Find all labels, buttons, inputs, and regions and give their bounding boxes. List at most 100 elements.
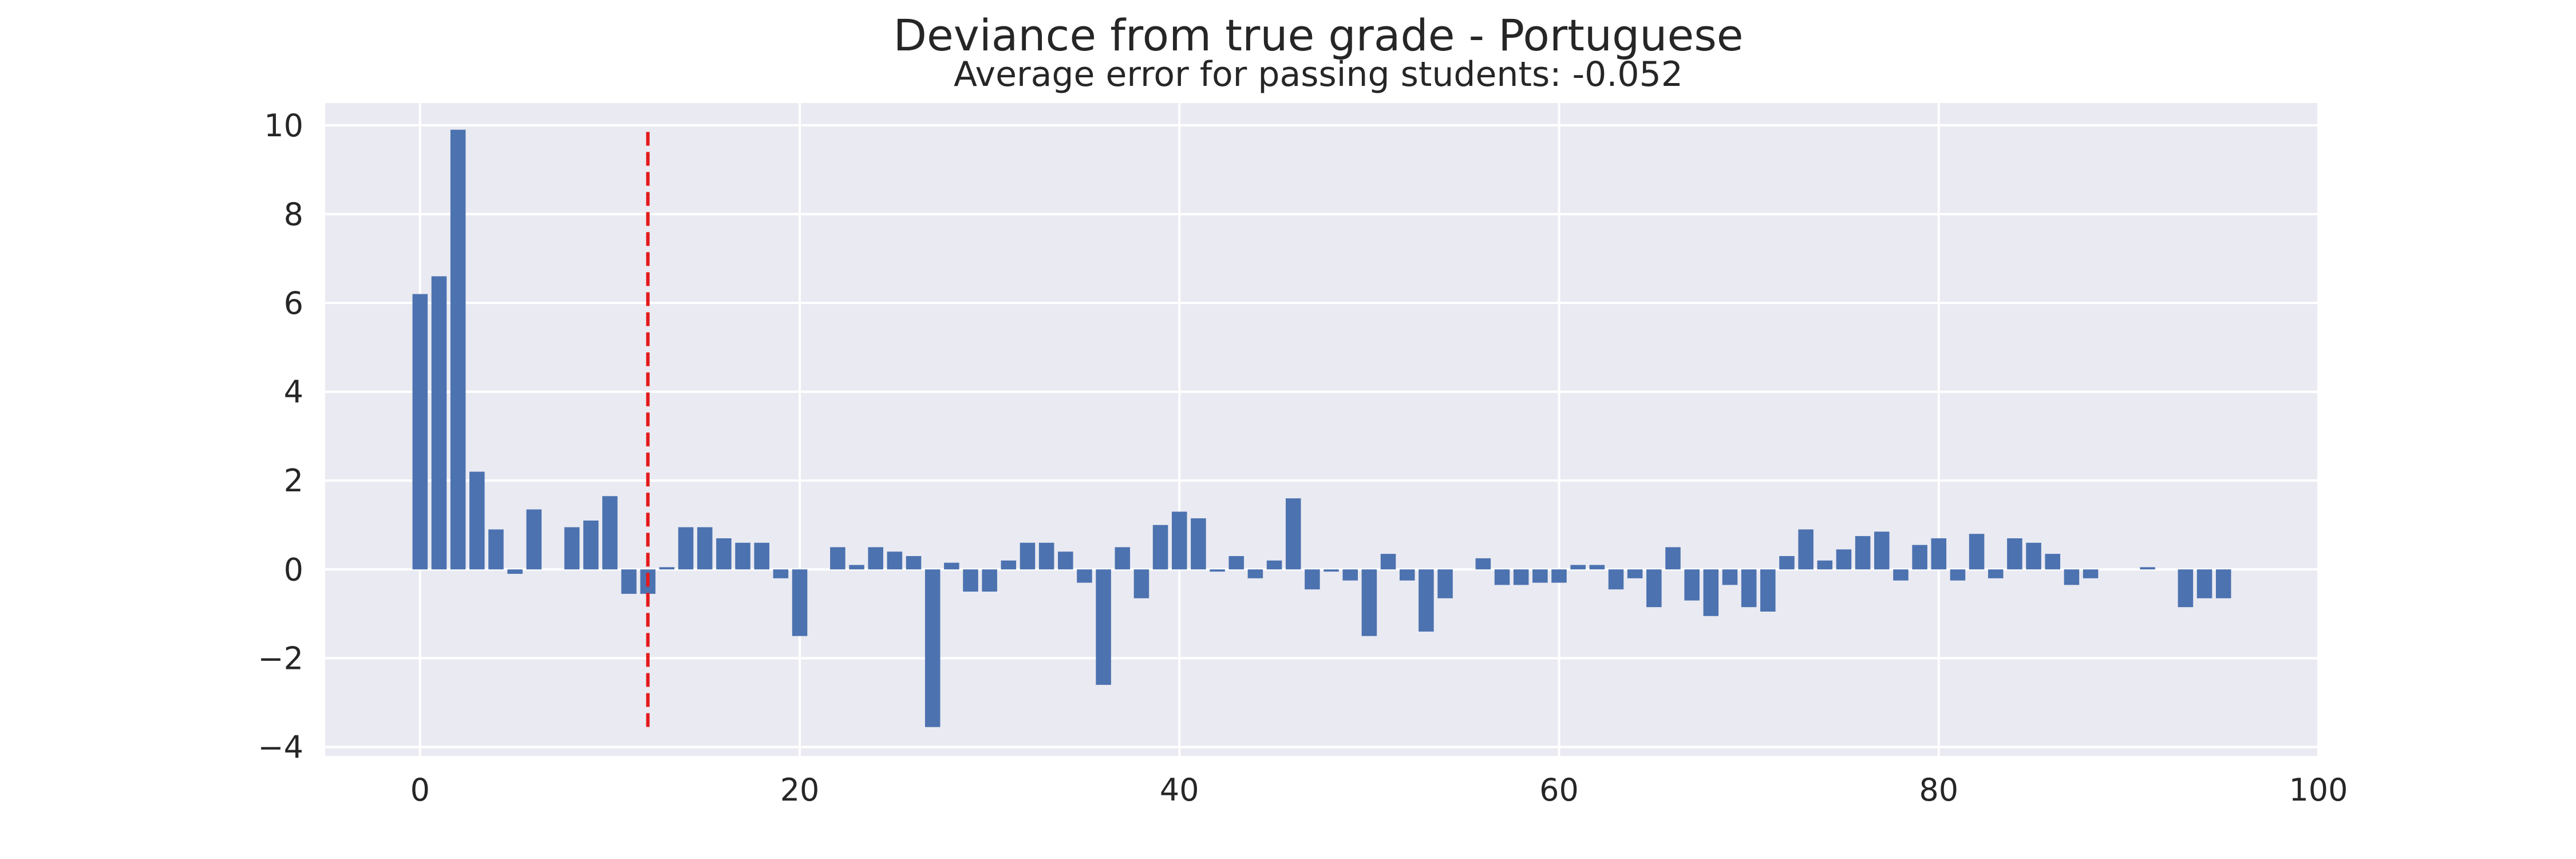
bar bbox=[1172, 511, 1187, 570]
bar bbox=[659, 567, 675, 570]
bar bbox=[431, 276, 447, 570]
bar bbox=[1931, 538, 1947, 570]
bar bbox=[1152, 525, 1168, 570]
x-tick-label: 100 bbox=[2289, 772, 2348, 808]
bar bbox=[1361, 569, 1377, 636]
bar bbox=[1228, 556, 1244, 570]
bar bbox=[868, 547, 883, 570]
bar bbox=[1020, 542, 1036, 570]
bar bbox=[792, 569, 808, 636]
bar bbox=[1437, 569, 1453, 598]
bar bbox=[1836, 549, 1852, 570]
bar bbox=[1096, 569, 1111, 685]
bar bbox=[678, 527, 694, 570]
bar bbox=[1266, 560, 1282, 570]
bar bbox=[1380, 554, 1396, 570]
bar bbox=[1494, 569, 1510, 585]
y-tick-label: 10 bbox=[264, 108, 303, 144]
bar bbox=[1950, 569, 1966, 581]
bar bbox=[1988, 569, 2004, 578]
bar bbox=[1191, 518, 1206, 570]
bar bbox=[1760, 569, 1776, 612]
bar bbox=[887, 551, 903, 570]
bar bbox=[1779, 556, 1795, 570]
bar bbox=[564, 527, 580, 570]
bar bbox=[1570, 565, 1586, 570]
bar bbox=[507, 569, 523, 574]
bar bbox=[1342, 569, 1358, 581]
y-tick-label: −4 bbox=[258, 729, 303, 765]
x-tick-label: 60 bbox=[1539, 772, 1579, 808]
bar bbox=[963, 569, 978, 592]
bar bbox=[621, 569, 637, 594]
bar bbox=[1475, 558, 1491, 570]
bar bbox=[1323, 569, 1339, 572]
bar bbox=[1722, 569, 1738, 585]
bar bbox=[2215, 569, 2231, 598]
grid-layer bbox=[325, 103, 2320, 756]
bar bbox=[1532, 569, 1548, 583]
bar bbox=[1551, 569, 1567, 583]
bar bbox=[697, 527, 713, 570]
bar bbox=[2196, 569, 2212, 598]
x-tick-label: 80 bbox=[1919, 772, 1958, 808]
bar bbox=[2064, 569, 2080, 585]
plot-area bbox=[325, 103, 2318, 756]
x-tick-label: 40 bbox=[1160, 772, 1199, 808]
bar-layer bbox=[412, 129, 2231, 727]
bar bbox=[2178, 569, 2194, 608]
bar bbox=[412, 294, 428, 570]
bar bbox=[450, 129, 466, 570]
bar bbox=[1798, 529, 1814, 570]
y-tick-label: −2 bbox=[258, 640, 303, 676]
bar bbox=[1305, 569, 1320, 590]
y-tick-label: 2 bbox=[284, 463, 303, 499]
bar bbox=[1058, 551, 1073, 570]
bar bbox=[526, 509, 542, 570]
bar bbox=[716, 538, 732, 570]
bar bbox=[1893, 569, 1909, 581]
tick-label-layer: 0 20 40 60 80 100 −4 −2 0 2 4 6 8 10 bbox=[258, 108, 2348, 808]
bar bbox=[488, 529, 504, 570]
bar bbox=[2140, 567, 2155, 570]
bar bbox=[1703, 569, 1719, 616]
bar bbox=[469, 471, 485, 570]
bar bbox=[906, 556, 922, 570]
bar bbox=[2083, 569, 2099, 578]
bar bbox=[1285, 498, 1301, 570]
y-tick-label: 8 bbox=[284, 196, 303, 233]
bar bbox=[1210, 569, 1225, 572]
bar bbox=[1608, 569, 1624, 590]
y-tick-label: 4 bbox=[284, 374, 303, 410]
bar bbox=[982, 569, 997, 592]
bar bbox=[1419, 569, 1434, 632]
bar bbox=[830, 547, 846, 570]
chart-title: Deviance from true grade - Portuguese bbox=[893, 10, 1743, 61]
x-tick-label: 20 bbox=[780, 772, 820, 808]
bar bbox=[1001, 560, 1017, 570]
bar bbox=[1513, 569, 1529, 585]
bar bbox=[2007, 538, 2022, 570]
bar bbox=[1627, 569, 1643, 578]
bar bbox=[1741, 569, 1757, 608]
bar bbox=[1969, 534, 1985, 570]
bar bbox=[1646, 569, 1662, 608]
bar bbox=[1399, 569, 1415, 581]
bar bbox=[1817, 560, 1833, 570]
bar bbox=[1665, 547, 1681, 570]
bar bbox=[1247, 569, 1263, 578]
x-tick-label: 0 bbox=[410, 772, 430, 808]
bar bbox=[2045, 554, 2060, 570]
bar bbox=[754, 542, 769, 570]
bar bbox=[602, 496, 618, 570]
bar bbox=[583, 520, 599, 570]
bar bbox=[1133, 569, 1149, 598]
bar bbox=[1855, 536, 1871, 570]
bar bbox=[1077, 569, 1092, 583]
bar bbox=[1115, 547, 1131, 570]
bar bbox=[1874, 531, 1890, 570]
bar bbox=[849, 565, 864, 570]
bar bbox=[1589, 565, 1605, 570]
y-tick-label: 6 bbox=[284, 285, 303, 321]
